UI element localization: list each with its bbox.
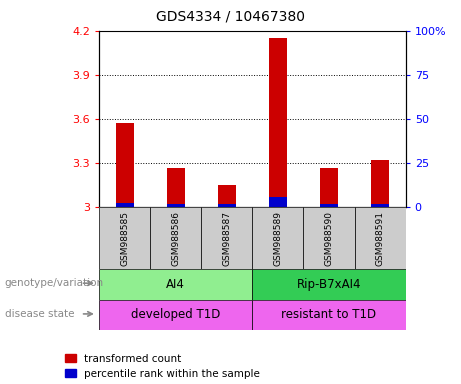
Bar [320, 168, 338, 207]
Bar [218, 185, 236, 207]
Legend: transformed count, percentile rank within the sample: transformed count, percentile rank withi… [65, 354, 260, 379]
Bar [99, 300, 253, 330]
Bar [218, 204, 236, 207]
Bar [269, 38, 287, 207]
Bar [371, 204, 389, 207]
Bar [116, 203, 134, 207]
Bar [201, 207, 252, 269]
Text: resistant to T1D: resistant to T1D [282, 308, 377, 321]
Text: Rip-B7xAI4: Rip-B7xAI4 [297, 278, 361, 291]
Text: genotype/variation: genotype/variation [5, 278, 104, 288]
Text: disease state: disease state [5, 309, 74, 319]
Bar [320, 204, 338, 207]
Text: developed T1D: developed T1D [131, 308, 220, 321]
Bar [253, 300, 406, 330]
Bar [355, 207, 406, 269]
Text: GSM988587: GSM988587 [222, 210, 231, 266]
Text: GDS4334 / 10467380: GDS4334 / 10467380 [156, 10, 305, 23]
Bar [150, 207, 201, 269]
Bar [253, 269, 406, 300]
Bar [99, 207, 150, 269]
Bar [253, 207, 303, 269]
Bar [167, 204, 185, 207]
Text: GSM988586: GSM988586 [171, 210, 180, 266]
Text: GSM988590: GSM988590 [325, 210, 334, 266]
Bar [167, 168, 185, 207]
Text: GSM988591: GSM988591 [376, 210, 384, 266]
Text: GSM988585: GSM988585 [120, 210, 129, 266]
Bar [371, 160, 389, 207]
Text: GSM988589: GSM988589 [273, 210, 283, 266]
Bar [99, 269, 253, 300]
Bar [269, 197, 287, 207]
Text: AI4: AI4 [166, 278, 185, 291]
Bar [303, 207, 355, 269]
Bar [116, 124, 134, 207]
